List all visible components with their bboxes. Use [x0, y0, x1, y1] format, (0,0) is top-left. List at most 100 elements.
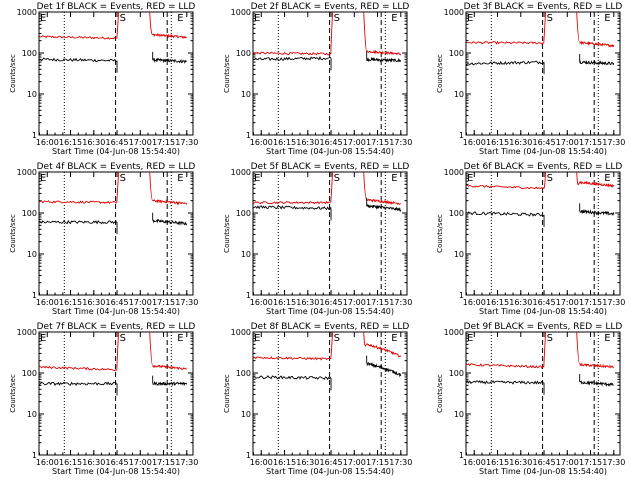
panel-title: Det 6f BLACK = Events, RED = LLD	[464, 162, 623, 172]
y-tick-label: 10	[27, 410, 37, 419]
lld-series-post	[366, 198, 401, 205]
marker-label: E	[177, 333, 183, 344]
lld-series-post	[152, 364, 188, 370]
lld-series-pre	[39, 365, 118, 372]
lld-rise	[116, 11, 120, 39]
y-tick-label: 10	[241, 90, 251, 99]
x-tick-label: 17:00	[556, 298, 579, 307]
detector-panel-1: Det 1f BLACK = Events, RED = LLD 1 10 100 10…	[9, 2, 198, 156]
events-series-post	[579, 208, 615, 216]
events-series-pre	[466, 380, 545, 385]
lld-rise	[116, 171, 120, 203]
x-tick-label: 17:30	[389, 298, 412, 307]
y-axis-label: Counts/sec	[9, 54, 17, 93]
detector-panel-3: Det 3f BLACK = Events, RED = LLD 1 10 100 10…	[436, 2, 625, 156]
y-tick-label: 100	[22, 369, 37, 378]
lld-fall	[576, 331, 581, 366]
panel-title: Det 5f BLACK = Events, RED = LLD	[251, 162, 410, 172]
x-tick-label: 16:45	[106, 298, 129, 307]
x-tick-label: 17:00	[343, 298, 366, 307]
x-tick-label: 16:30	[296, 458, 319, 467]
lld-series-post	[366, 49, 402, 56]
y-tick-label: 1	[32, 131, 37, 140]
lld-rise	[543, 171, 547, 190]
y-tick-label: 1	[32, 451, 37, 460]
panel-title: Det 7f BLACK = Events, RED = LLD	[37, 322, 196, 332]
x-tick-label: 17:30	[602, 458, 625, 467]
detector-panel-9: Det 9f BLACK = Events, RED = LLD 1 10 100 10…	[436, 322, 625, 476]
marker-label: S	[547, 173, 553, 184]
events-series-pre	[39, 219, 118, 225]
lld-rise	[543, 11, 547, 44]
x-tick-label: 16:45	[320, 298, 343, 307]
detector-panel-8: Det 8f BLACK = Events, RED = LLD 1 10 100 10…	[223, 322, 412, 476]
x-axis-label: Start Time (04-Jun-08 15:54:40)	[479, 307, 607, 316]
x-tick-label: 16:45	[106, 138, 129, 147]
marker-label: E	[391, 173, 397, 184]
lld-series-pre	[466, 184, 545, 190]
x-tick-label: 17:30	[175, 298, 198, 307]
x-tick-label: 17:15	[152, 138, 175, 147]
x-tick-label: 16:00	[36, 138, 59, 147]
marker-label: E	[40, 333, 46, 344]
y-tick-label: 1000	[444, 328, 464, 337]
y-tick-label: 100	[236, 209, 251, 218]
events-series-post	[152, 380, 188, 387]
lld-series-pre	[253, 200, 332, 205]
marker-label: S	[120, 333, 126, 344]
events-series-pre	[39, 381, 118, 386]
lld-fall	[363, 11, 368, 52]
events-series-pre	[253, 375, 332, 381]
x-tick-label: 16:30	[82, 298, 105, 307]
x-tick-label: 16:30	[509, 298, 532, 307]
lld-fall	[149, 331, 154, 367]
lld-rise	[330, 331, 334, 360]
lld-series-pre	[253, 356, 332, 361]
x-axis-label: Start Time (04-Jun-08 15:54:40)	[52, 147, 180, 156]
events-series-pre	[253, 56, 332, 62]
y-tick-label: 1000	[17, 8, 37, 17]
lld-series-pre	[466, 40, 545, 45]
y-tick-label: 100	[22, 209, 37, 218]
marker-label: E	[604, 333, 610, 344]
detector-panel-2: Det 2f BLACK = Events, RED = LLD 1 10 100 10…	[223, 2, 412, 156]
panel-title: Det 1f BLACK = Events, RED = LLD	[37, 2, 196, 12]
x-tick-label: 16:45	[533, 298, 556, 307]
x-tick-label: 17:00	[129, 458, 152, 467]
y-tick-label: 100	[449, 369, 464, 378]
lld-rise	[330, 11, 334, 55]
events-series-post	[579, 380, 614, 387]
x-axis-label: Start Time (04-Jun-08 15:54:40)	[266, 467, 394, 476]
x-tick-label: 17:30	[389, 458, 412, 467]
x-axis-label: Start Time (04-Jun-08 15:54:40)	[266, 307, 394, 316]
marker-label: E	[254, 13, 260, 24]
lld-fall	[576, 171, 581, 186]
x-tick-label: 17:00	[129, 138, 152, 147]
x-tick-label: 16:30	[296, 138, 319, 147]
y-tick-label: 1000	[231, 8, 251, 17]
y-tick-label: 100	[449, 49, 464, 58]
x-tick-label: 17:00	[343, 458, 366, 467]
lld-series-post	[152, 32, 187, 39]
lld-series-post	[366, 343, 402, 358]
marker-label: E	[391, 333, 397, 344]
x-tick-label: 17:00	[556, 458, 579, 467]
marker-label: E	[604, 173, 610, 184]
lld-rise	[116, 331, 120, 371]
marker-label: S	[120, 173, 126, 184]
events-series-pre	[466, 211, 545, 217]
y-axis-label: Counts/sec	[436, 374, 444, 413]
y-tick-label: 1000	[231, 168, 251, 177]
y-axis-label: Counts/sec	[436, 214, 444, 253]
marker-label: S	[547, 333, 553, 344]
x-tick-label: 16:30	[82, 458, 105, 467]
detector-panel-6: Det 6f BLACK = Events, RED = LLD 1 10 100 10…	[436, 162, 625, 316]
x-tick-label: 17:15	[152, 298, 175, 307]
x-tick-label: 17:15	[366, 298, 389, 307]
y-tick-label: 10	[27, 250, 37, 259]
events-series-post	[152, 57, 187, 65]
x-tick-label: 16:00	[463, 458, 486, 467]
y-tick-label: 1000	[231, 328, 251, 337]
x-tick-label: 16:30	[509, 458, 532, 467]
x-tick-label: 16:15	[273, 298, 296, 307]
